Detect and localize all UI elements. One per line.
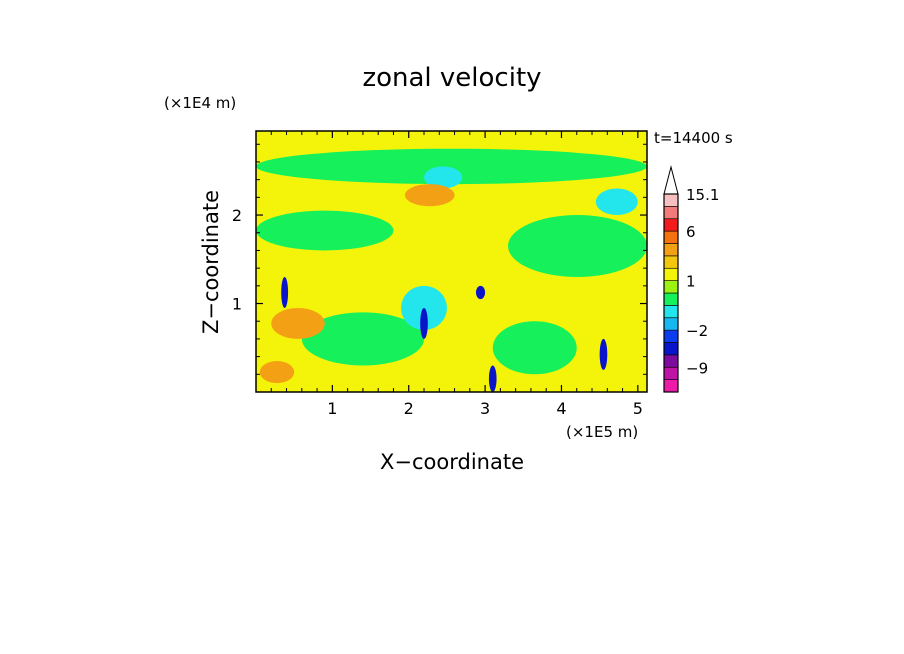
field-feature-4	[492, 321, 577, 375]
field-feature-10	[259, 361, 295, 384]
field-feature-12	[420, 307, 428, 339]
y-axis-label: Z−coordinate	[199, 190, 223, 334]
colorbar-level-7	[663, 292, 679, 306]
time-label: t=14400 s	[654, 129, 733, 147]
field-feature-8	[271, 307, 325, 339]
plot-frame	[255, 130, 648, 393]
field-feature-6	[595, 188, 638, 216]
field-feature-0	[256, 148, 647, 185]
field-feature-15	[599, 338, 608, 370]
colorbar-level-10	[663, 255, 679, 269]
colorbar-level-3	[663, 342, 679, 356]
colorbar: 15.1 6 1 −2 −9	[663, 165, 719, 393]
colorbar-level-6	[663, 305, 679, 319]
y-tick-label-1: 1	[232, 295, 242, 314]
x-tick-label-1: 1	[327, 399, 337, 418]
x-tick-label-5: 5	[633, 399, 643, 418]
colorbar-level-12	[663, 230, 679, 244]
chart-title: zonal velocity	[362, 63, 541, 93]
field-feature-3	[301, 312, 425, 366]
x-tick-label-2: 2	[404, 399, 414, 418]
field-feature-14	[488, 365, 497, 392]
colorbar-label-3: −2	[686, 322, 708, 340]
y-axis-ticks: 12	[232, 143, 647, 375]
field-feature-2	[508, 215, 647, 277]
x-tick-label-3: 3	[480, 399, 490, 418]
y-scale-label: (×1E4 m)	[164, 94, 236, 112]
x-scale-label: (×1E5 m)	[566, 423, 638, 441]
colorbar-label-1: 6	[686, 223, 696, 241]
colorbar-level-8	[663, 280, 679, 294]
colorbar-level-11	[663, 243, 679, 257]
y-tick-label-2: 2	[232, 206, 242, 225]
colorbar-level-9	[663, 267, 679, 281]
field-feature-1	[256, 210, 394, 251]
x-tick-label-4: 4	[556, 399, 566, 418]
colorbar-level-14	[663, 206, 679, 220]
field-feature-13	[475, 285, 486, 300]
colorbar-label-4: −9	[686, 359, 708, 377]
colorbar-label-2: 1	[686, 273, 696, 291]
colorbar-frame	[663, 193, 679, 393]
field-feature-9	[404, 184, 455, 207]
velocity-field	[256, 148, 647, 392]
colorbar-level-1	[663, 366, 679, 380]
colorbar-level-4	[663, 329, 679, 343]
x-axis-ticks: 1 2 3 4 5	[270, 131, 643, 418]
colorbar-extend-arrow	[663, 165, 679, 195]
colorbar-level-2	[663, 354, 679, 368]
colorbar-level-13	[663, 218, 679, 232]
x-axis-label: X−coordinate	[380, 450, 524, 474]
colorbar-level-15	[663, 193, 679, 207]
field-feature-11	[281, 276, 289, 308]
colorbar-label-0: 15.1	[686, 186, 719, 204]
colorbar-level-0	[663, 379, 679, 393]
field-feature-5	[424, 166, 463, 189]
colorbar-level-5	[663, 317, 679, 331]
